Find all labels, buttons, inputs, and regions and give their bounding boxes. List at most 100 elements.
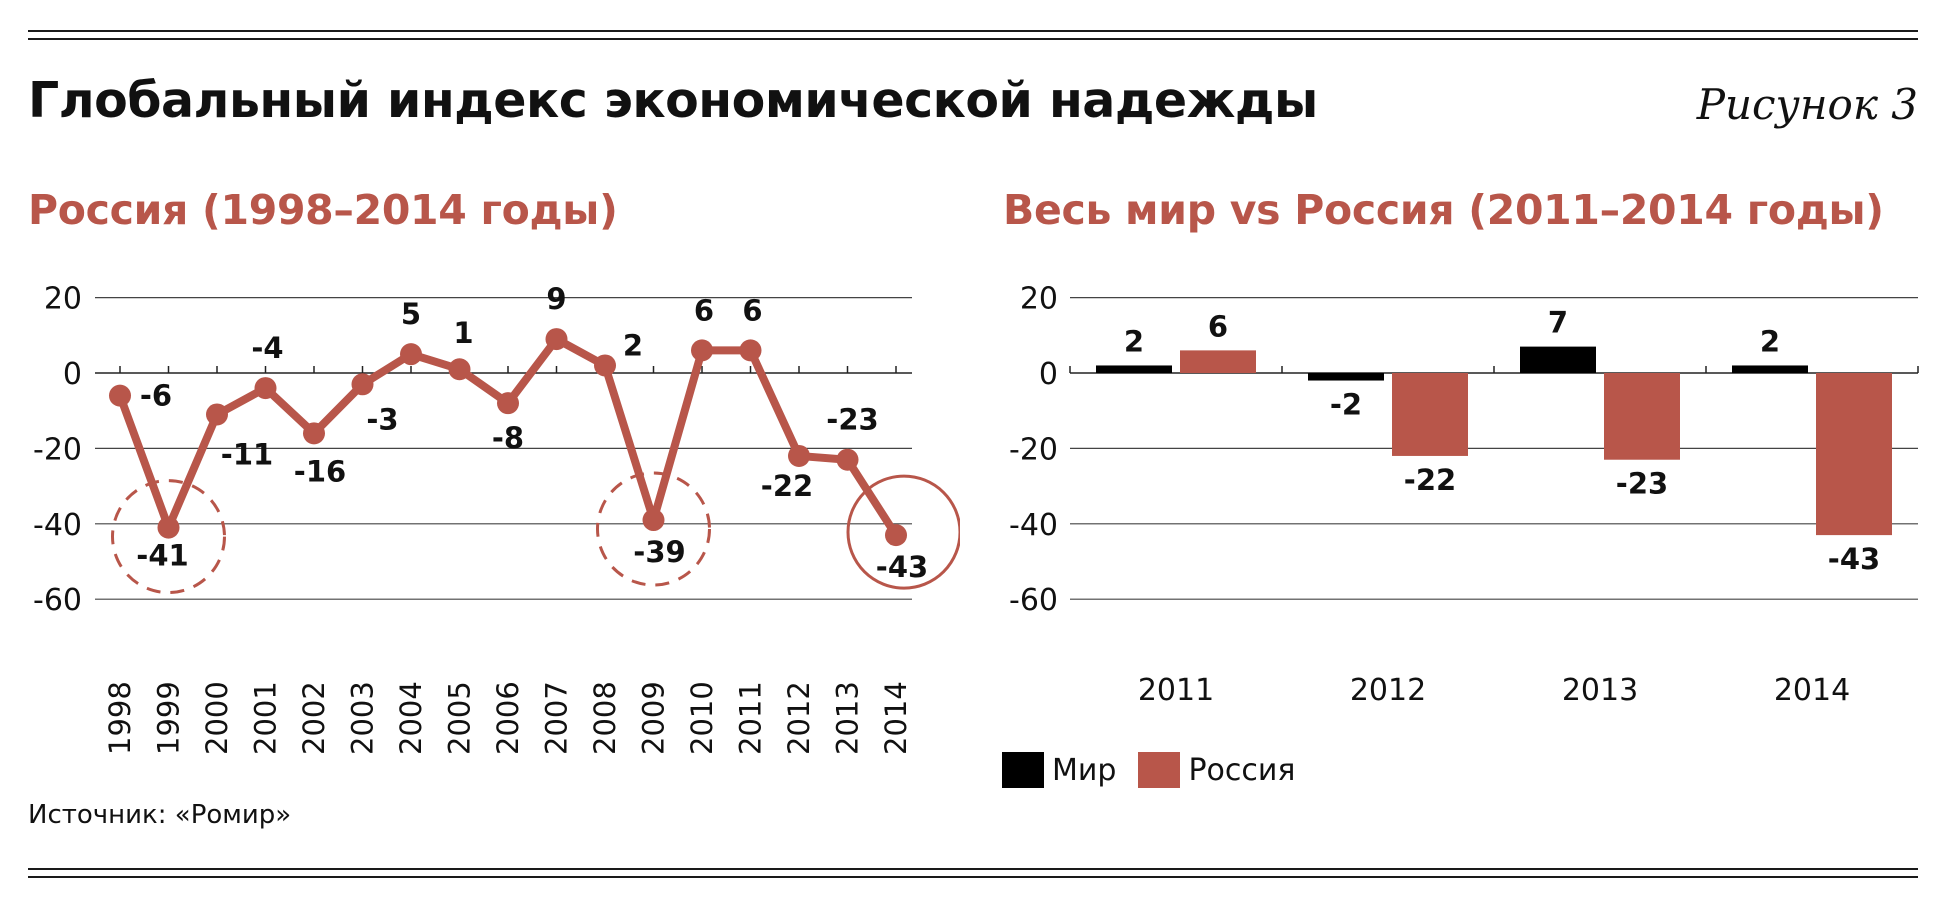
data-point-2002	[303, 422, 325, 445]
bar-Россия-2011	[1180, 350, 1256, 373]
top-rule-1	[28, 30, 1918, 32]
x-tick-label-2003: 2003	[346, 681, 380, 755]
highlight-circle	[846, 474, 960, 590]
data-label-2000: -11	[221, 437, 273, 471]
data-point-2010	[691, 339, 713, 362]
bar-Мир-2011	[1096, 365, 1172, 373]
data-label-2001: -4	[251, 331, 283, 365]
data-label-2005: 1	[453, 316, 473, 350]
y-tick-label: 0	[1039, 357, 1058, 392]
x-tick-label-2002: 2002	[297, 681, 331, 755]
x-tick-label-2011: 2011	[734, 681, 768, 755]
data-label-1999: -41	[136, 539, 188, 573]
bar-Россия-2012	[1392, 373, 1468, 456]
page-title: Глобальный индекс экономической надежды	[28, 72, 1318, 129]
data-point-2007	[545, 328, 568, 351]
bar-Россия-2014	[1816, 373, 1892, 536]
data-label-2008: 2	[623, 328, 643, 362]
data-label-2003: -3	[366, 402, 398, 436]
data-point-2004	[400, 343, 422, 366]
data-point-2012	[788, 444, 810, 467]
x-tick-label-2000: 2000	[200, 681, 234, 755]
y-tick-label: -40	[1009, 508, 1058, 543]
data-point-2009	[642, 509, 665, 532]
y-tick-label: 20	[44, 282, 82, 317]
y-tick-label: -20	[1009, 432, 1058, 467]
data-point-2006	[497, 392, 519, 415]
x-tick-label-2011: 2011	[1138, 673, 1214, 708]
data-label-2012: -22	[761, 469, 813, 503]
y-tick-label: -60	[33, 583, 82, 618]
bottom-rule-1	[28, 868, 1918, 870]
right-chart-title: Весь мир vs Россия (2011–2014 годы)	[1003, 186, 1884, 234]
data-point-2014	[885, 524, 907, 547]
y-tick-label: 0	[63, 357, 82, 392]
y-tick-label: 20	[1020, 282, 1058, 317]
top-rule-2	[28, 38, 1918, 40]
legend-label-russia: Россия	[1188, 752, 1296, 788]
y-tick-label: -20	[33, 432, 82, 467]
x-tick-label-2009: 2009	[637, 681, 671, 755]
data-label-2004: 5	[401, 297, 421, 331]
bar-label-Россия-2014: -43	[1828, 542, 1880, 576]
bar-Мир-2014	[1732, 365, 1808, 373]
x-tick-label-1998: 1998	[103, 681, 137, 755]
data-point-1998	[109, 384, 131, 407]
data-point-2011	[739, 339, 762, 362]
data-point-2013	[836, 448, 859, 471]
legend-swatch-world	[1002, 752, 1044, 788]
data-label-2011: 6	[742, 293, 762, 327]
y-tick-label: -60	[1009, 583, 1058, 618]
bar-Мир-2012	[1308, 373, 1384, 381]
bar-label-Россия-2011: 6	[1208, 309, 1228, 343]
data-point-1999	[157, 516, 180, 539]
data-point-2008	[594, 354, 616, 377]
x-tick-label-2014: 2014	[879, 681, 913, 755]
legend-swatch-russia	[1138, 752, 1181, 788]
russia-line-chart: 20 0 -20 -40 -60 -6 -41 -11 -4 -16 -3 51 -8 9 2 -39 6 6 -2…	[33, 282, 960, 755]
x-tick-label-2012: 2012	[782, 681, 816, 755]
world-vs-russia-bar-chart: 20 0 -20 -40 -60 2011 2 6 2012 -2 -22 2013 7 -23 2014 2…	[1009, 282, 1919, 708]
data-label-2006: -8	[492, 421, 524, 455]
data-label-2007: 9	[546, 282, 566, 316]
figure-label: Рисунок 3	[1696, 80, 1918, 129]
data-point-2000	[206, 403, 228, 426]
data-point-2001	[254, 377, 277, 400]
data-label-2010: 6	[694, 293, 714, 327]
x-tick-label-2007: 2007	[540, 681, 574, 755]
data-point-2003	[351, 373, 374, 396]
data-label-2013: -23	[826, 403, 878, 437]
y-tick-label: -40	[33, 508, 82, 543]
bar-label-Россия-2013: -23	[1616, 467, 1668, 501]
highlight-circle	[596, 471, 711, 587]
bar-chart-legend: Мир Россия	[1002, 750, 1317, 790]
x-tick-label-2010: 2010	[685, 681, 719, 755]
x-tick-label-2013: 2013	[1562, 673, 1638, 708]
bar-label-Мир-2012: -2	[1330, 388, 1362, 422]
data-label-2009: -39	[633, 535, 685, 569]
bar-label-Мир-2014: 2	[1760, 324, 1780, 358]
left-chart-title: Россия (1998–2014 годы)	[28, 186, 618, 234]
x-tick-label-2013: 2013	[831, 681, 865, 755]
bottom-rule-2	[28, 876, 1918, 878]
x-tick-label-1999: 1999	[152, 681, 186, 755]
bar-label-Мир-2013: 7	[1548, 306, 1568, 340]
x-tick-label-2001: 2001	[249, 681, 283, 755]
bar-Россия-2013	[1604, 373, 1680, 460]
x-tick-label-2014: 2014	[1774, 673, 1850, 708]
data-label-1998: -6	[140, 379, 172, 413]
data-label-2002: -16	[294, 454, 346, 488]
x-tick-label-2005: 2005	[443, 681, 477, 755]
data-point-2005	[448, 358, 471, 381]
bar-label-Россия-2012: -22	[1404, 463, 1456, 497]
source-note: Источник: «Ромир»	[28, 800, 292, 830]
bar-Мир-2013	[1520, 346, 1596, 373]
data-label-2014: -43	[876, 550, 928, 584]
legend-label-world: Мир	[1052, 752, 1117, 788]
x-tick-label-2008: 2008	[588, 681, 622, 755]
x-tick-label-2006: 2006	[491, 681, 525, 755]
highlight-circle	[111, 479, 226, 595]
x-tick-label-2004: 2004	[394, 681, 428, 755]
bar-label-Мир-2011: 2	[1124, 324, 1144, 358]
x-tick-label-2012: 2012	[1350, 673, 1426, 708]
